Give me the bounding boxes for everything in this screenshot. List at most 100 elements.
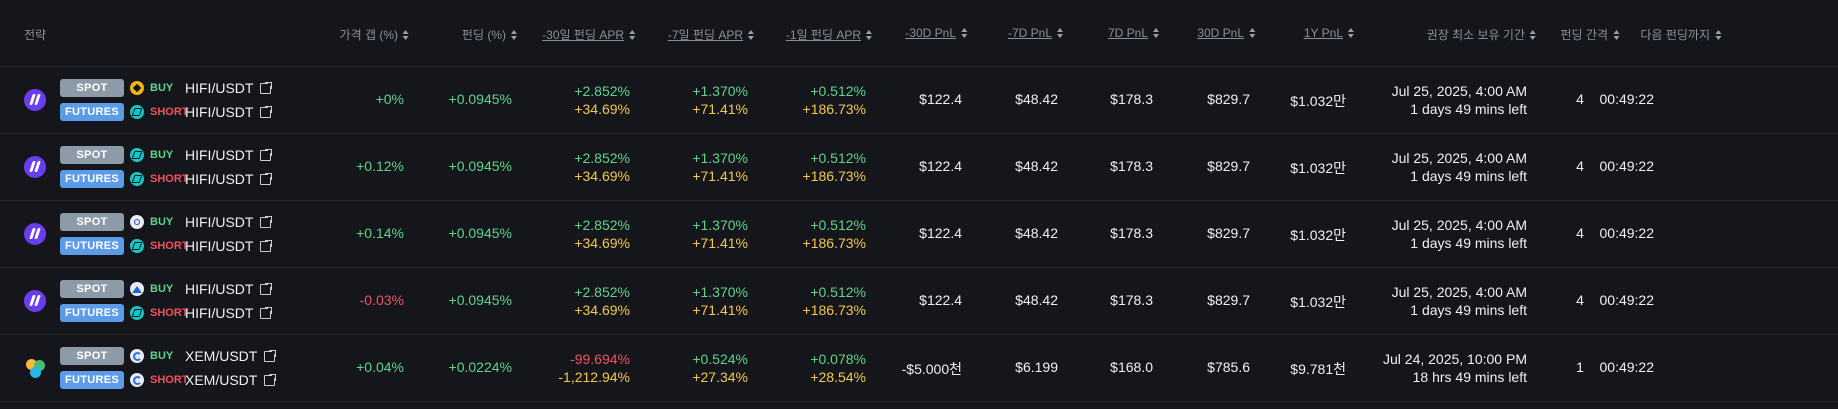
apr-30d-cell: +2.852% +34.69% xyxy=(574,216,630,252)
table-row[interactable]: SPOT BUY HIFI/USDT FUTURES SHORT HIFI/US… xyxy=(0,268,1838,335)
funding-interval-value: 4 xyxy=(1576,158,1584,174)
apr-7d-value: +1.370% xyxy=(692,83,748,99)
funding-interval-value: 4 xyxy=(1576,292,1584,308)
sort-icon xyxy=(1153,28,1160,38)
min-hold-cell: Jul 25, 2025, 4:00 AM 1 days 49 mins lef… xyxy=(1392,283,1527,319)
spot-pair[interactable]: XEM/USDT xyxy=(185,348,258,364)
apr-7d-cell: +1.370% +71.41% xyxy=(692,216,748,252)
spot-pair[interactable]: HIFI/USDT xyxy=(185,147,254,163)
spot-side: BUY xyxy=(150,82,174,94)
external-link-icon[interactable] xyxy=(260,80,274,94)
futures-pair[interactable]: HIFI/USDT xyxy=(185,238,254,254)
futures-pair[interactable]: HIFI/USDT xyxy=(185,171,254,187)
external-link-icon[interactable] xyxy=(260,214,274,228)
header-pnl-m7d[interactable]: -7D PnL xyxy=(1008,26,1064,40)
table-row[interactable]: SPOT BUY XEM/USDT FUTURES SHORT XEM/USDT… xyxy=(0,335,1838,402)
pnl-1y-value: $1.032만 xyxy=(1290,227,1346,243)
pnl-7d-value: $168.0 xyxy=(1110,359,1153,375)
header-funding[interactable]: 펀딩 (%) xyxy=(462,26,518,43)
hifi-icon xyxy=(24,290,46,312)
bitget-icon xyxy=(130,239,144,253)
external-link-icon[interactable] xyxy=(264,372,278,386)
apr-7d-annualized: +71.41% xyxy=(692,235,748,251)
header-funding-interval[interactable]: 펀딩 간격 xyxy=(1561,26,1621,43)
apr-30d-cell: +2.852% +34.69% xyxy=(574,149,630,185)
pnl-m7d-value: $48.42 xyxy=(1015,292,1058,308)
header-apr-7d[interactable]: -7일 펀딩 APR xyxy=(668,26,755,43)
futures-side: SHORT xyxy=(150,307,189,319)
sort-icon xyxy=(748,29,755,40)
pnl-m30d-value: $122.4 xyxy=(919,225,962,241)
header-price-gap[interactable]: 가격 갭 (%) xyxy=(340,26,410,43)
min-hold-date: Jul 25, 2025, 4:00 AM xyxy=(1391,284,1527,300)
spot-pair[interactable]: HIFI/USDT xyxy=(185,214,254,230)
hifi-icon xyxy=(24,156,46,178)
spot-badge: SPOT xyxy=(60,280,124,298)
header-apr-30d[interactable]: -30일 펀딩 APR xyxy=(542,26,636,43)
apr-1d-cell: +0.512% +186.73% xyxy=(803,82,866,118)
external-link-icon[interactable] xyxy=(260,281,274,295)
external-link-icon[interactable] xyxy=(260,147,274,161)
header-pnl-1y[interactable]: 1Y PnL xyxy=(1304,26,1355,40)
apr-1d-value: +0.512% xyxy=(810,83,866,99)
header-min-hold-period[interactable]: 권장 최소 보유 기간 xyxy=(1427,26,1537,43)
spot-pair[interactable]: HIFI/USDT xyxy=(185,281,254,297)
min-hold-remaining: 18 hrs 49 mins left xyxy=(1412,369,1527,385)
next-funding-countdown: 00:49:22 xyxy=(1599,359,1655,375)
spot-badge: SPOT xyxy=(60,79,124,97)
table-row[interactable]: SPOT BUY HIFI/USDT FUTURES SHORT HIFI/US… xyxy=(0,201,1838,268)
min-hold-cell: Jul 24, 2025, 10:00 PM 18 hrs 49 mins le… xyxy=(1383,350,1527,386)
pnl-30d-value: $785.6 xyxy=(1207,359,1250,375)
sort-icon xyxy=(511,29,518,40)
spot-pair[interactable]: HIFI/USDT xyxy=(185,80,254,96)
min-hold-cell: Jul 25, 2025, 4:00 AM 1 days 49 mins lef… xyxy=(1392,216,1527,252)
apr-30d-cell: +2.852% +34.69% xyxy=(574,283,630,319)
sort-icon xyxy=(1530,29,1537,40)
apr-7d-annualized: +71.41% xyxy=(692,168,748,184)
apr-30d-value: +2.852% xyxy=(574,284,630,300)
apr-7d-value: +1.370% xyxy=(692,217,748,233)
header-pnl-7d[interactable]: 7D PnL xyxy=(1108,26,1160,40)
min-hold-cell: Jul 25, 2025, 4:00 AM 1 days 49 mins lef… xyxy=(1392,82,1527,118)
pnl-m30d-value: $122.4 xyxy=(919,292,962,308)
apr-1d-value: +0.078% xyxy=(810,351,866,367)
gate-icon xyxy=(130,373,144,387)
spot-side: BUY xyxy=(150,149,174,161)
table-row[interactable]: SPOT BUY HIFI/USDT FUTURES SHORT HIFI/US… xyxy=(0,134,1838,201)
pnl-30d-value: $829.7 xyxy=(1207,91,1250,107)
apr-30d-value: +2.852% xyxy=(574,83,630,99)
header-pnl-30d[interactable]: 30D PnL xyxy=(1197,26,1256,40)
apr-7d-annualized: +71.41% xyxy=(692,302,748,318)
bitget-icon xyxy=(130,148,144,162)
sort-icon xyxy=(1348,28,1355,38)
table-body: SPOT BUY HIFI/USDT FUTURES SHORT HIFI/US… xyxy=(0,67,1838,402)
external-link-icon[interactable] xyxy=(260,305,274,319)
apr-1d-annualized: +186.73% xyxy=(802,302,866,318)
pnl-m7d-value: $48.42 xyxy=(1015,158,1058,174)
header-apr-1d[interactable]: -1일 펀딩 APR xyxy=(786,26,873,43)
funding-value: +0.0945% xyxy=(448,91,512,107)
apr-1d-annualized: +186.73% xyxy=(802,101,866,117)
header-pnl-m30d[interactable]: -30D PnL xyxy=(905,26,968,40)
external-link-icon[interactable] xyxy=(260,104,274,118)
futures-pair[interactable]: XEM/USDT xyxy=(185,372,258,388)
futures-pair[interactable]: HIFI/USDT xyxy=(185,104,254,120)
external-link-icon[interactable] xyxy=(264,348,278,362)
sort-icon xyxy=(961,28,968,38)
bitget-icon xyxy=(130,172,144,186)
futures-badge: FUTURES xyxy=(60,371,124,389)
spot-leg: SPOT BUY HIFI/USDT xyxy=(60,146,274,164)
apr-30d-annualized: +34.69% xyxy=(574,101,630,117)
header-next-funding[interactable]: 다음 펀딩까지 xyxy=(1640,26,1722,43)
pnl-1y-value: $9.781천 xyxy=(1290,361,1346,377)
apr-7d-cell: +1.370% +71.41% xyxy=(692,283,748,319)
apr-7d-annualized: +27.34% xyxy=(692,369,748,385)
external-link-icon[interactable] xyxy=(260,238,274,252)
futures-pair[interactable]: HIFI/USDT xyxy=(185,305,254,321)
table-row[interactable]: SPOT BUY HIFI/USDT FUTURES SHORT HIFI/US… xyxy=(0,67,1838,134)
pnl-7d-value: $178.3 xyxy=(1110,158,1153,174)
external-link-icon[interactable] xyxy=(260,171,274,185)
price-gap-value: +0.14% xyxy=(356,225,404,241)
apr-30d-annualized: +34.69% xyxy=(574,302,630,318)
pnl-30d-value: $829.7 xyxy=(1207,292,1250,308)
